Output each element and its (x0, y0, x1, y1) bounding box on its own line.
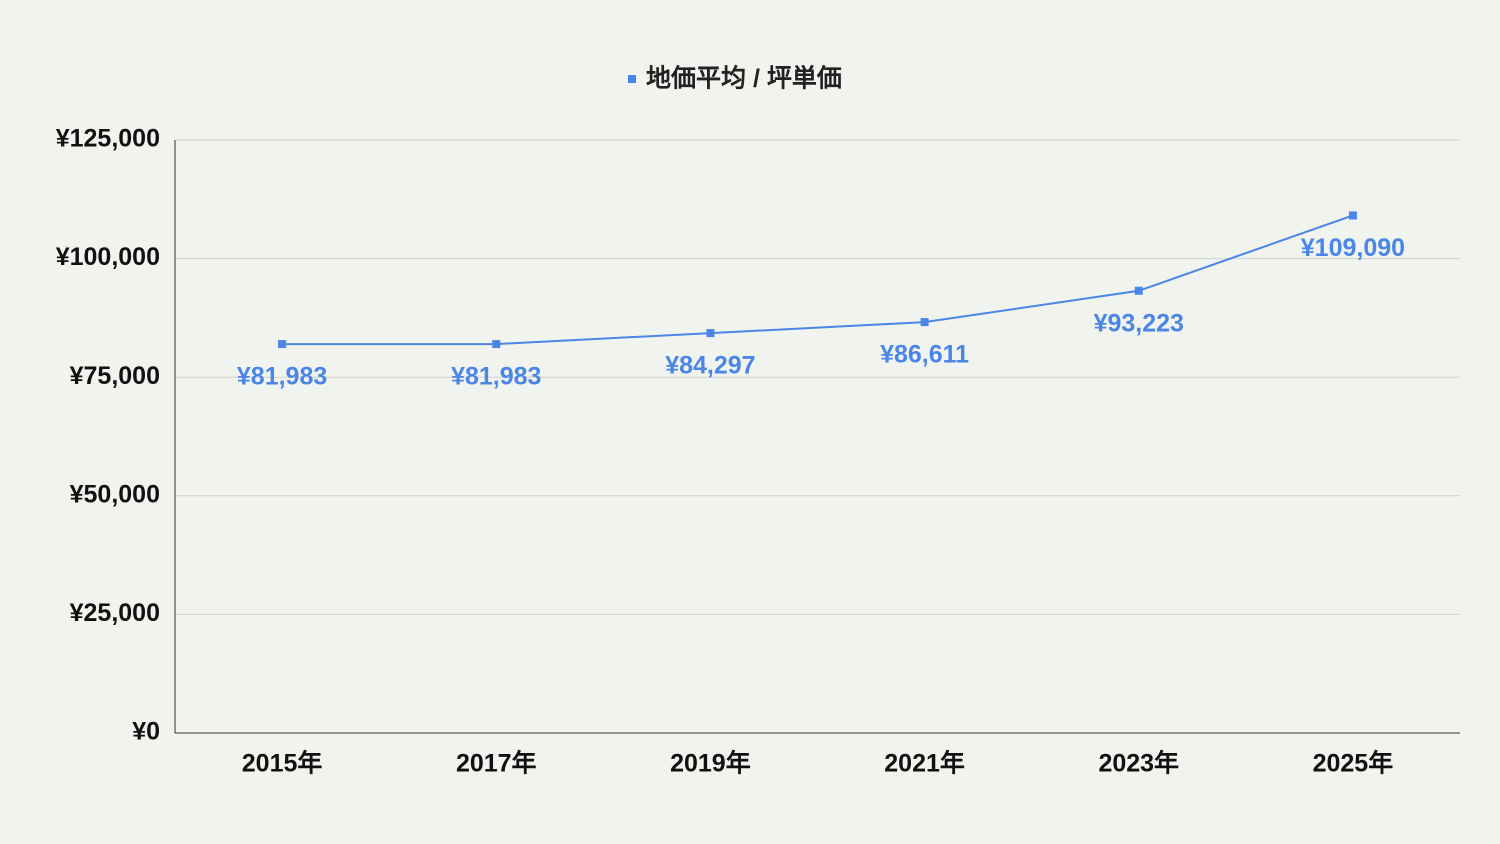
data-label: ¥81,983 (451, 363, 541, 391)
x-tick-label: 2025年 (1313, 749, 1394, 778)
data-label: ¥84,297 (665, 352, 755, 380)
x-tick-label: 2023年 (1098, 749, 1179, 778)
x-tick-label: 2019年 (670, 749, 751, 778)
data-label: ¥93,223 (1094, 309, 1184, 337)
x-tick-label: 2015年 (242, 749, 323, 778)
legend-marker (628, 75, 636, 83)
point (1348, 211, 1357, 220)
point (492, 340, 501, 349)
x-tick-label: 2021年 (884, 749, 965, 778)
y-tick-label: ¥75,000 (70, 362, 160, 390)
x-tick-label: 2017年 (456, 749, 537, 778)
y-tick-label: ¥25,000 (70, 599, 160, 627)
legend-label: 地価平均 / 坪単価 (646, 64, 842, 93)
y-tick-label: ¥0 (132, 718, 160, 746)
data-label: ¥81,983 (237, 363, 327, 391)
point (278, 340, 287, 349)
y-tick-label: ¥125,000 (56, 125, 160, 153)
y-tick-label: ¥50,000 (70, 480, 160, 508)
line (282, 214, 1354, 346)
point (920, 318, 929, 327)
data-label: ¥109,090 (1301, 234, 1405, 262)
point (706, 329, 715, 338)
data-label: ¥86,611 (880, 341, 969, 369)
y-tick-label: ¥100,000 (56, 243, 160, 271)
point (1134, 286, 1143, 295)
